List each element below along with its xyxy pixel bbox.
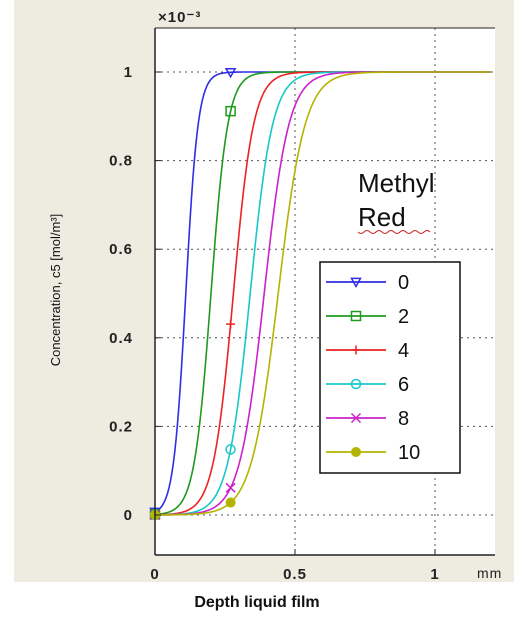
tick-layer: 00.20.40.60.810 0.5 1 xyxy=(109,64,439,583)
legend-label-6: 6 xyxy=(398,374,409,396)
legend-marker-6 xyxy=(350,378,362,390)
legend-marker-8 xyxy=(350,412,362,424)
legend-entries: 0 2 4 6 8 10 xyxy=(326,272,420,464)
series-marker-0 xyxy=(224,67,237,79)
y-tick-label: 0.8 xyxy=(109,153,133,170)
series-line-10 xyxy=(154,71,491,516)
series-marker-10 xyxy=(225,497,236,508)
y-tick-label: 0.2 xyxy=(109,418,133,435)
legend-label-8: 8 xyxy=(398,408,409,430)
legend-label-0: 0 xyxy=(398,272,409,294)
y-tick-label: 0.6 xyxy=(109,241,133,258)
annotation-line-1: Methyl xyxy=(358,168,435,198)
legend: 0 2 4 6 8 10 xyxy=(319,261,461,474)
x-unit-label: mm xyxy=(477,565,502,581)
legend-marker-2 xyxy=(350,310,362,322)
annotation-underline xyxy=(357,230,431,234)
x-tick-label: 1 xyxy=(430,566,439,583)
y-tick-label: 0.4 xyxy=(109,330,133,347)
legend-label-10: 10 xyxy=(398,442,420,464)
legend-marker-0 xyxy=(350,277,362,289)
series-marker-8 xyxy=(225,482,236,493)
legend-label-2: 2 xyxy=(398,306,409,328)
y-tick-label: 1 xyxy=(124,64,133,81)
series-marker-6 xyxy=(225,444,236,455)
x-axis-label: Depth liquid film xyxy=(194,594,320,611)
y-multiplier: ×10⁻³ xyxy=(158,9,201,26)
series-marker-4 xyxy=(226,319,236,329)
legend-marker-10 xyxy=(351,447,361,457)
legend-box xyxy=(319,261,461,474)
series-layer xyxy=(154,71,491,516)
chart-svg: 00.20.40.60.810 0.5 1 ×10⁻³ mm Concentrati… xyxy=(48,9,502,583)
y-tick-label: 0 xyxy=(124,507,133,524)
annotation-line-2: Red xyxy=(358,202,406,232)
x-tick-label: 0 xyxy=(150,566,159,583)
y-axis-label: Concentration, c5 [mol/m³] xyxy=(48,214,63,366)
series-marker-2 xyxy=(225,105,236,117)
x-tick-label: 0.5 xyxy=(283,566,307,583)
legend-label-4: 4 xyxy=(398,340,409,362)
legend-marker-4 xyxy=(351,345,361,355)
